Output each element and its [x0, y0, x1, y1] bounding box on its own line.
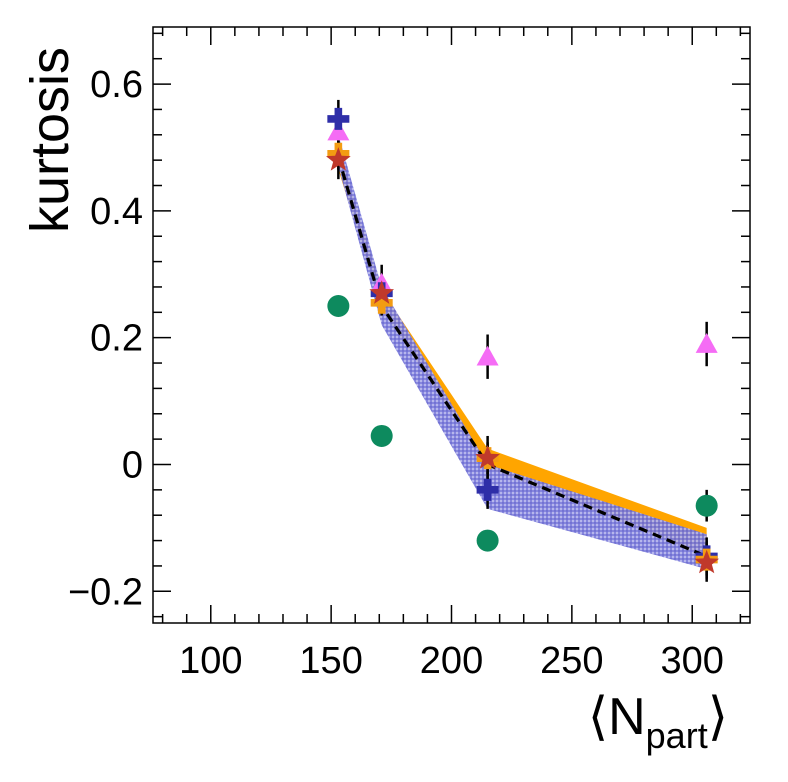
marker-blue-crosses	[476, 478, 499, 501]
y-tick-label: −0.2	[68, 571, 143, 613]
y-tick-label: 0.6	[90, 64, 143, 106]
marker-green-circles	[476, 529, 499, 552]
x-tick-label: 200	[420, 640, 483, 682]
marker-magenta-triangles	[476, 345, 499, 366]
band-blue-hatched-band	[338, 134, 707, 570]
markers-layer	[325, 107, 720, 574]
dashed-curve	[336, 156, 708, 558]
x-tick-label: 100	[179, 640, 242, 682]
line-layer	[336, 156, 708, 558]
marker-red-stars	[694, 549, 720, 574]
tick-labels-layer: 100 150 200 250 300 −0.2 0 0.2 0.4 0.6	[68, 64, 724, 682]
x-tick-label: 150	[299, 640, 362, 682]
marker-magenta-triangles	[327, 120, 350, 141]
marker-orange-crosses	[370, 291, 393, 314]
marker-green-circles	[327, 294, 350, 317]
marker-magenta-triangles	[695, 333, 718, 353]
y-tick-label: 0	[122, 444, 143, 486]
y-tick-label: 0.2	[90, 318, 143, 360]
y-tick-label: 0.4	[90, 191, 143, 233]
x-tick-label: 250	[540, 640, 603, 682]
marker-blue-crosses	[327, 107, 350, 130]
ticks-layer	[153, 27, 750, 623]
x-axis-title: ⟨Npart⟩	[588, 688, 728, 756]
marker-red-stars	[325, 147, 351, 171]
marker-red-stars	[475, 445, 500, 469]
y-axis-title: kurtosis	[20, 47, 80, 233]
x-tick-label: 300	[661, 640, 724, 682]
marker-green-circles	[695, 494, 718, 517]
bands-layer	[338, 134, 707, 570]
marker-green-circles	[370, 424, 393, 447]
marker-red-stars	[369, 280, 395, 304]
